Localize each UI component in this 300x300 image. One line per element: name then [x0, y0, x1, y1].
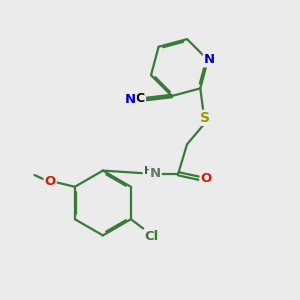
Text: Cl: Cl: [144, 230, 159, 243]
Text: N: N: [124, 93, 136, 106]
Text: O: O: [200, 172, 212, 185]
Text: O: O: [44, 175, 56, 188]
Text: S: S: [200, 111, 210, 125]
Text: N: N: [204, 53, 215, 66]
Text: H: H: [143, 167, 153, 176]
Text: C: C: [136, 92, 145, 105]
Text: N: N: [150, 167, 161, 180]
